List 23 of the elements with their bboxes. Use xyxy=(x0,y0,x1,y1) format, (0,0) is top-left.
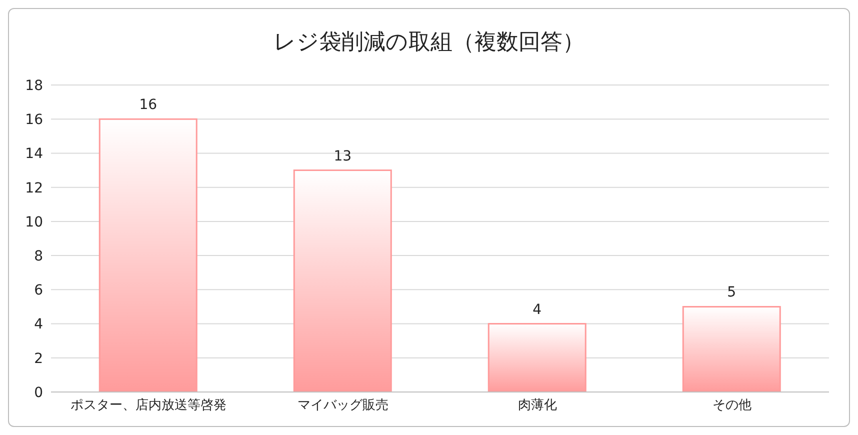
y-tick-label: 16 xyxy=(25,112,44,128)
y-tick-label: 10 xyxy=(25,214,43,230)
y-tick-label: 6 xyxy=(34,282,44,299)
bar xyxy=(293,170,392,392)
x-tick-label: 肉薄化 xyxy=(518,398,557,414)
y-tick-label: 14 xyxy=(25,146,44,162)
data-label: 16 xyxy=(139,97,158,114)
chart-title: レジ袋削減の取組（複数回答） xyxy=(272,29,586,57)
bar xyxy=(682,306,781,392)
y-tick-label: 2 xyxy=(34,350,43,367)
y-tick-label: 4 xyxy=(34,316,44,333)
x-tick-label: マイバッグ販売 xyxy=(297,398,388,414)
y-tick-label: 8 xyxy=(34,248,43,265)
data-label: 5 xyxy=(727,284,736,301)
y-tick-label: 12 xyxy=(25,180,43,196)
bar xyxy=(488,323,586,392)
data-label: 13 xyxy=(334,148,352,164)
x-tick-label: その他 xyxy=(712,398,752,414)
data-label: 4 xyxy=(532,302,542,318)
x-tick-label: ポスター、店内放送等啓発 xyxy=(70,397,226,414)
y-tick-label: 0 xyxy=(34,384,43,401)
bar xyxy=(98,118,198,392)
y-tick-label: 18 xyxy=(25,78,43,94)
